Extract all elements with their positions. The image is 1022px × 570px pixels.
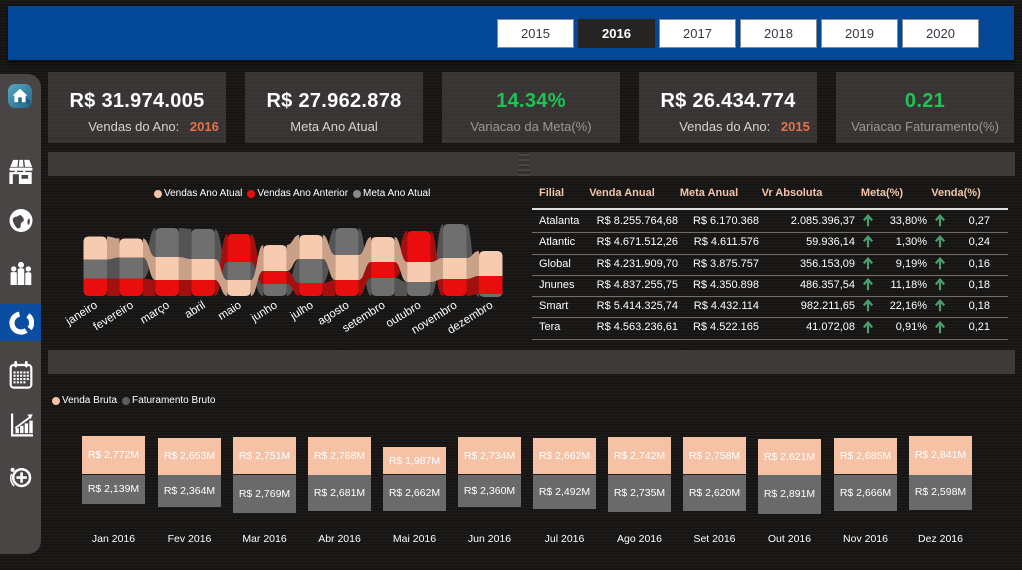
svg-text:abril: abril bbox=[183, 299, 208, 321]
svg-text:junho: junho bbox=[249, 299, 280, 325]
svg-text:março: março bbox=[138, 299, 171, 326]
svg-text:maio: maio bbox=[216, 299, 244, 322]
svg-text:julho: julho bbox=[288, 299, 316, 323]
svg-text:fevereiro: fevereiro bbox=[91, 299, 135, 333]
